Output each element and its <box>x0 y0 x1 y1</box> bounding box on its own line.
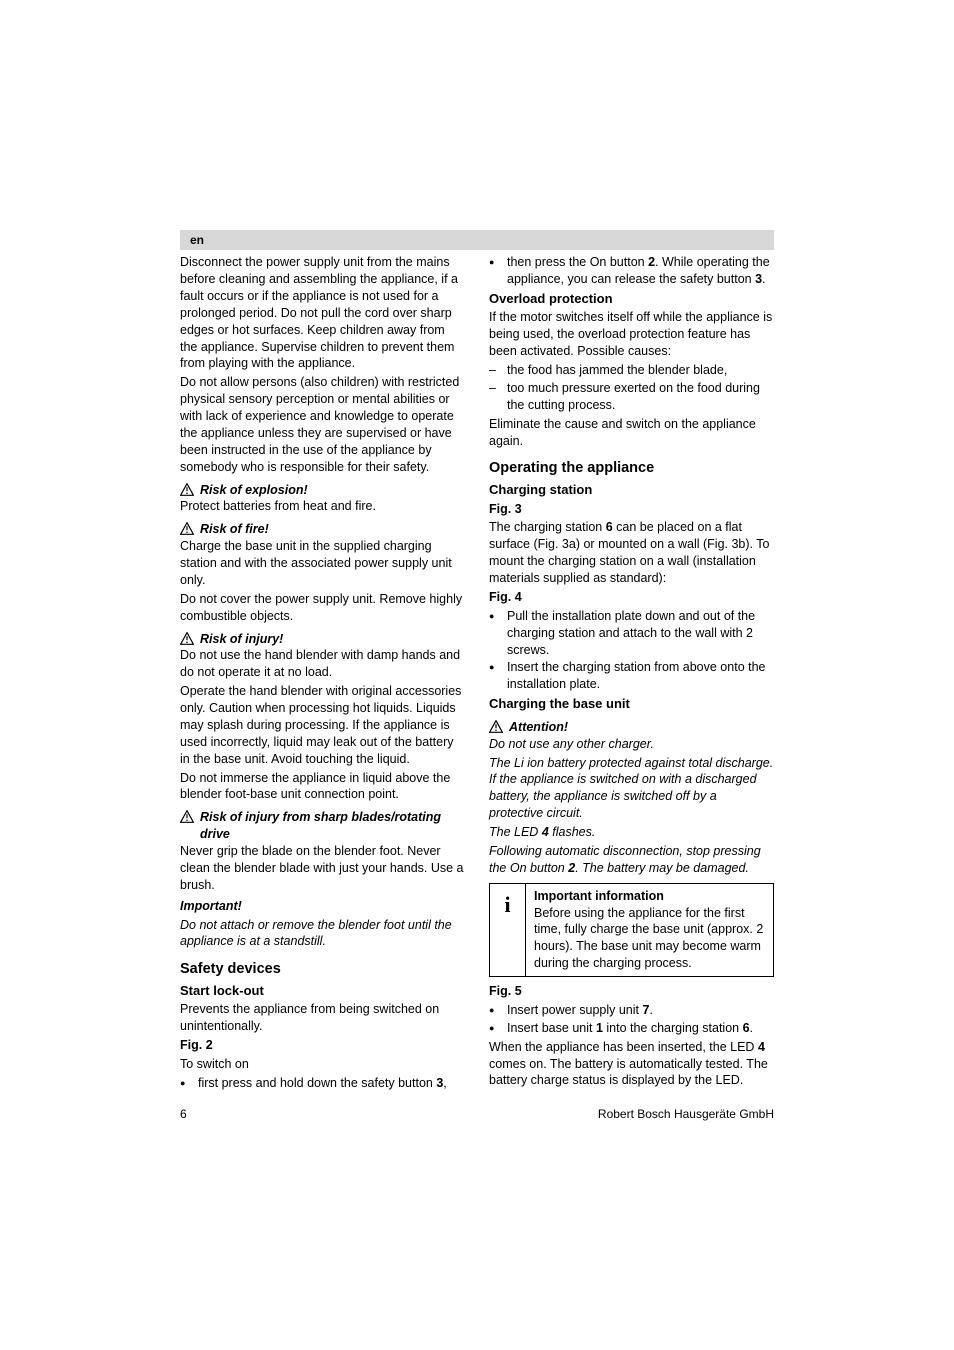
warning-blades-body: Never grip the blade on the blender foot… <box>180 843 465 894</box>
info-title: Important information <box>534 888 765 905</box>
tail-paragraph: When the appliance has been inserted, th… <box>489 1039 774 1090</box>
list-item: too much pressure exerted on the food du… <box>489 380 774 414</box>
warning-injury: Risk of injury! <box>180 631 465 648</box>
warning-blades-title: Risk of injury from sharp blades/rotatin… <box>200 809 465 843</box>
warning-fire-title: Risk of fire! <box>200 521 269 538</box>
warning-explosion-title: Risk of explosion! <box>200 482 308 499</box>
warning-fire: Risk of fire! <box>180 521 465 538</box>
warning-explosion: Risk of explosion! <box>180 482 465 499</box>
switch-on-label: To switch on <box>180 1056 465 1073</box>
list-item: first press and hold down the safety but… <box>180 1075 465 1092</box>
info-text: Important information Before using the a… <box>526 884 773 976</box>
language-bar: en <box>180 230 774 250</box>
attention-block: Attention! <box>489 719 774 736</box>
safety-devices-heading: Safety devices <box>180 960 465 980</box>
info-body: Before using the appliance for the first… <box>534 905 765 973</box>
overload-end: Eliminate the cause and switch on the ap… <box>489 416 774 450</box>
warning-icon <box>489 720 503 733</box>
warning-injury-body-2: Operate the hand blender with original a… <box>180 683 465 767</box>
intro-paragraph-2: Do not allow persons (also children) wit… <box>180 374 465 475</box>
start-lockout-heading: Start lock-out <box>180 982 465 1000</box>
warning-icon <box>180 810 194 823</box>
warning-fire-body-1: Charge the base unit in the supplied cha… <box>180 538 465 589</box>
attention-title: Attention! <box>509 719 568 736</box>
page-footer: 6 Robert Bosch Hausgeräte GmbH <box>180 1106 774 1122</box>
fig5-list: Insert power supply unit 7. Insert base … <box>489 1002 774 1037</box>
charging-station-heading: Charging station <box>489 481 774 499</box>
fig4-list: Pull the installation plate down and out… <box>489 608 774 693</box>
warning-icon <box>180 483 194 496</box>
attention-p2: The Li ion battery protected against tot… <box>489 755 774 823</box>
overload-causes-list: the food has jammed the blender blade, t… <box>489 362 774 414</box>
list-item: Pull the installation plate down and out… <box>489 608 774 659</box>
list-item: the food has jammed the blender blade, <box>489 362 774 379</box>
list-item: Insert the charging station from above o… <box>489 659 774 693</box>
fig-3-label: Fig. 3 <box>489 501 774 518</box>
list-item: Insert power supply unit 7. <box>489 1002 774 1019</box>
warning-icon <box>180 632 194 645</box>
attention-p1: Do not use any other charger. <box>489 736 774 753</box>
warning-injury-body-1: Do not use the hand blender with damp ha… <box>180 647 465 681</box>
overload-heading: Overload protection <box>489 290 774 308</box>
switch-on-list: first press and hold down the safety but… <box>180 1075 465 1092</box>
attention-p4: Following automatic disconnection, stop … <box>489 843 774 877</box>
important-body: Do not attach or remove the blender foot… <box>180 917 465 951</box>
overload-body: If the motor switches itself off while t… <box>489 309 774 360</box>
charging-base-heading: Charging the base unit <box>489 695 774 713</box>
content-columns: Disconnect the power supply unit from th… <box>180 254 774 1094</box>
operating-heading: Operating the appliance <box>489 459 774 479</box>
intro-paragraph-1: Disconnect the power supply unit from th… <box>180 254 465 372</box>
list-item: Insert base unit 1 into the charging sta… <box>489 1020 774 1037</box>
fig-5-label: Fig. 5 <box>489 983 774 1000</box>
warning-icon <box>180 522 194 535</box>
fig-2-label: Fig. 2 <box>180 1037 465 1054</box>
important-label: Important! <box>180 898 465 915</box>
left-column: Disconnect the power supply unit from th… <box>180 254 465 1094</box>
charging-station-body: The charging station 6 can be placed on … <box>489 519 774 587</box>
top-bullet-list: then press the On button 2. While operat… <box>489 254 774 288</box>
start-lockout-body: Prevents the appliance from being switch… <box>180 1001 465 1035</box>
list-item: then press the On button 2. While operat… <box>489 254 774 288</box>
info-icon: i <box>490 884 526 976</box>
warning-fire-body-2: Do not cover the power supply unit. Remo… <box>180 591 465 625</box>
warning-injury-body-3: Do not immerse the appliance in liquid a… <box>180 770 465 804</box>
right-column: then press the On button 2. While operat… <box>489 254 774 1094</box>
attention-p3: The LED 4 flashes. <box>489 824 774 841</box>
fig-4-label: Fig. 4 <box>489 589 774 606</box>
warning-explosion-body: Protect batteries from heat and fire. <box>180 498 465 515</box>
info-box: i Important information Before using the… <box>489 883 774 977</box>
warning-injury-title: Risk of injury! <box>200 631 283 648</box>
company-name: Robert Bosch Hausgeräte GmbH <box>598 1106 774 1122</box>
warning-blades: Risk of injury from sharp blades/rotatin… <box>180 809 465 843</box>
page-number: 6 <box>180 1106 187 1122</box>
